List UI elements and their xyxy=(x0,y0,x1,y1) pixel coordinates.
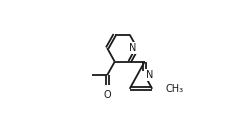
Text: CH₃: CH₃ xyxy=(165,84,184,94)
Text: N: N xyxy=(129,43,136,53)
Text: O: O xyxy=(103,90,111,100)
Text: N: N xyxy=(146,70,153,80)
